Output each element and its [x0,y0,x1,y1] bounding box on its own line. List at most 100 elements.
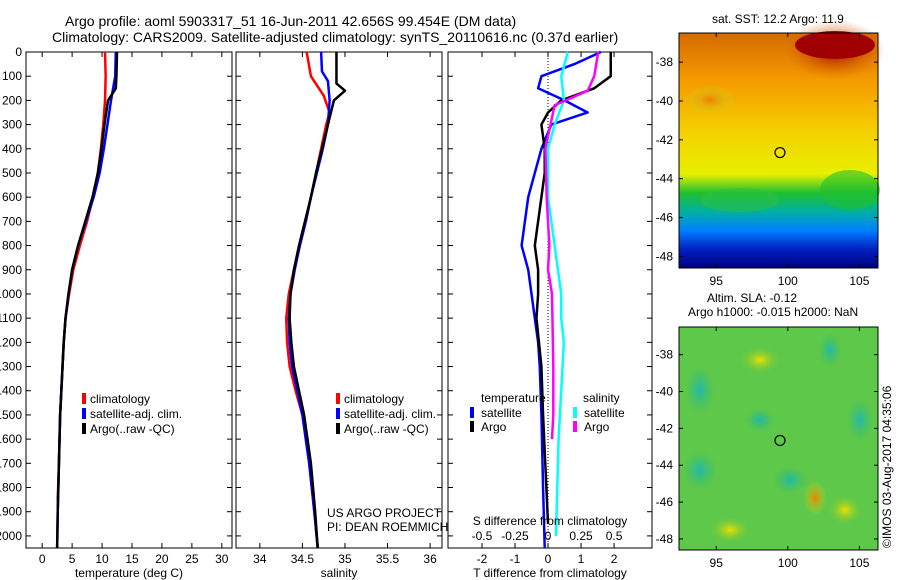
pi-label: PI: DEAN ROEMMICH [327,520,449,534]
legend-swatch [573,407,577,418]
map-x-tick-label: 105 [849,556,869,570]
map-y-tick-label: -44 [656,458,674,472]
map-y-tick-label: -48 [656,249,674,263]
difference-panel-axes-box [447,51,653,549]
sla-map [679,327,878,550]
legend-label: satellite [481,406,522,420]
legend-label: climatology [90,392,150,406]
legend-swatch [336,423,340,434]
x-tick-label: 30 [215,552,229,566]
x-tick-label: 35 [338,552,352,566]
sla-map-title-2: Argo h1000: -0.015 h2000: NaN [688,305,859,319]
y-tick-label: 400 [2,142,22,156]
sst-map [679,20,885,268]
difference-line-t-satellite [520,50,602,549]
profile-location-marker [774,434,786,447]
s-axis-label: S difference from climatology [473,514,628,528]
s-tick-label: 0.25 [569,529,593,543]
legend-label: Argo(..raw -QC) [344,422,429,436]
x-tick-label: 1 [578,552,585,566]
legend-label: Argo(..raw -QC) [90,422,175,436]
x-tick-label: 0 [545,552,552,566]
salinity-x-axis-label: salinity [321,566,358,580]
title-line-2: Climatology: CARS2009. Satellite-adjuste… [52,29,619,45]
legend-swatch [82,408,86,419]
project-label: US ARGO PROJECT [327,506,442,520]
map-x-tick-label: 100 [778,274,798,288]
temperature-x-axis-label: temperature (deg C) [75,566,183,580]
s-tick-label: 0.5 [606,529,623,543]
x-tick-label: 34 [253,552,267,566]
x-tick-label: 35.5 [376,552,400,566]
title-line-1: Argo profile: aoml 5903317_51 16-Jun-201… [65,13,517,29]
y-tick-label: 1000 [0,287,22,301]
sst-map-axes-box [678,32,879,269]
difference-x-axis-label: T difference from climatology [473,566,627,580]
y-tick-label: 2000 [0,529,22,543]
x-tick-label: 0 [39,552,46,566]
legend-title-salinity: salinity [583,391,620,405]
legend-swatch [470,421,474,432]
y-tick-label: 1300 [0,360,22,374]
s-tick-label: -0.25 [501,529,529,543]
y-tick-label: 0 [15,45,22,59]
map-y-tick-label: -38 [656,55,674,69]
difference-line-s-argo [544,51,600,440]
salinity-line-argo-raw-qc- [288,52,347,549]
sla-map-axes-box [678,326,879,551]
legend-swatch [82,423,86,434]
legend-label: satellite-adj. clim. [344,407,436,421]
y-tick-label: 1400 [0,384,22,398]
x-tick-label: -2 [477,552,488,566]
y-tick-label: 300 [2,118,22,132]
y-tick-label: 1100 [0,311,22,325]
x-tick-label: 2 [611,552,618,566]
salinity-line-climatology [284,51,331,549]
map-y-tick-label: -40 [656,94,674,108]
y-tick-label: 1600 [0,432,22,446]
map-y-tick-label: -38 [656,348,674,362]
legend-swatch [336,408,340,419]
y-tick-label: 700 [2,214,22,228]
legend-label: Argo [481,420,507,434]
y-tick-label: 900 [2,263,22,277]
map-x-tick-label: 105 [849,274,869,288]
legend-swatch [573,421,577,432]
y-tick-label: 1800 [0,481,22,495]
map-x-tick-label: 95 [710,274,724,288]
map-y-tick-label: -46 [656,495,674,509]
temperature-panel-axes-box [25,51,233,549]
map-x-tick-label: 95 [710,556,724,570]
x-tick-label: 36 [423,552,437,566]
legend-swatch [336,393,340,404]
legend-label: climatology [344,392,404,406]
difference-line-t-argo [533,52,612,524]
y-tick-label: 500 [2,166,22,180]
map-y-tick-label: -46 [656,211,674,225]
x-tick-label: 5 [69,552,76,566]
profile-location-marker [774,146,786,159]
legend-label: satellite [584,406,625,420]
legend-label: Argo [584,420,610,434]
legend-swatch [82,393,86,404]
map-x-tick-label: 100 [778,556,798,570]
salinity-line-satellite-adj-clim- [287,51,331,549]
y-tick-label: 800 [2,239,22,253]
x-tick-label: 34.5 [291,552,315,566]
x-tick-label: 25 [185,552,199,566]
x-tick-label: 15 [125,552,139,566]
legend-swatch [470,407,474,418]
map-y-tick-label: -44 [656,172,674,186]
s-tick-label: 0 [545,529,552,543]
map-y-tick-label: -40 [656,385,674,399]
map-y-tick-label: -42 [656,133,674,147]
y-tick-label: 1200 [0,335,22,349]
x-tick-label: 20 [155,552,169,566]
temperature-line-satellite-adj-clim- [55,51,118,549]
x-tick-label: 10 [95,552,109,566]
x-tick-label: -1 [510,552,521,566]
y-tick-label: 100 [2,69,22,83]
map-y-tick-label: -42 [656,421,674,435]
